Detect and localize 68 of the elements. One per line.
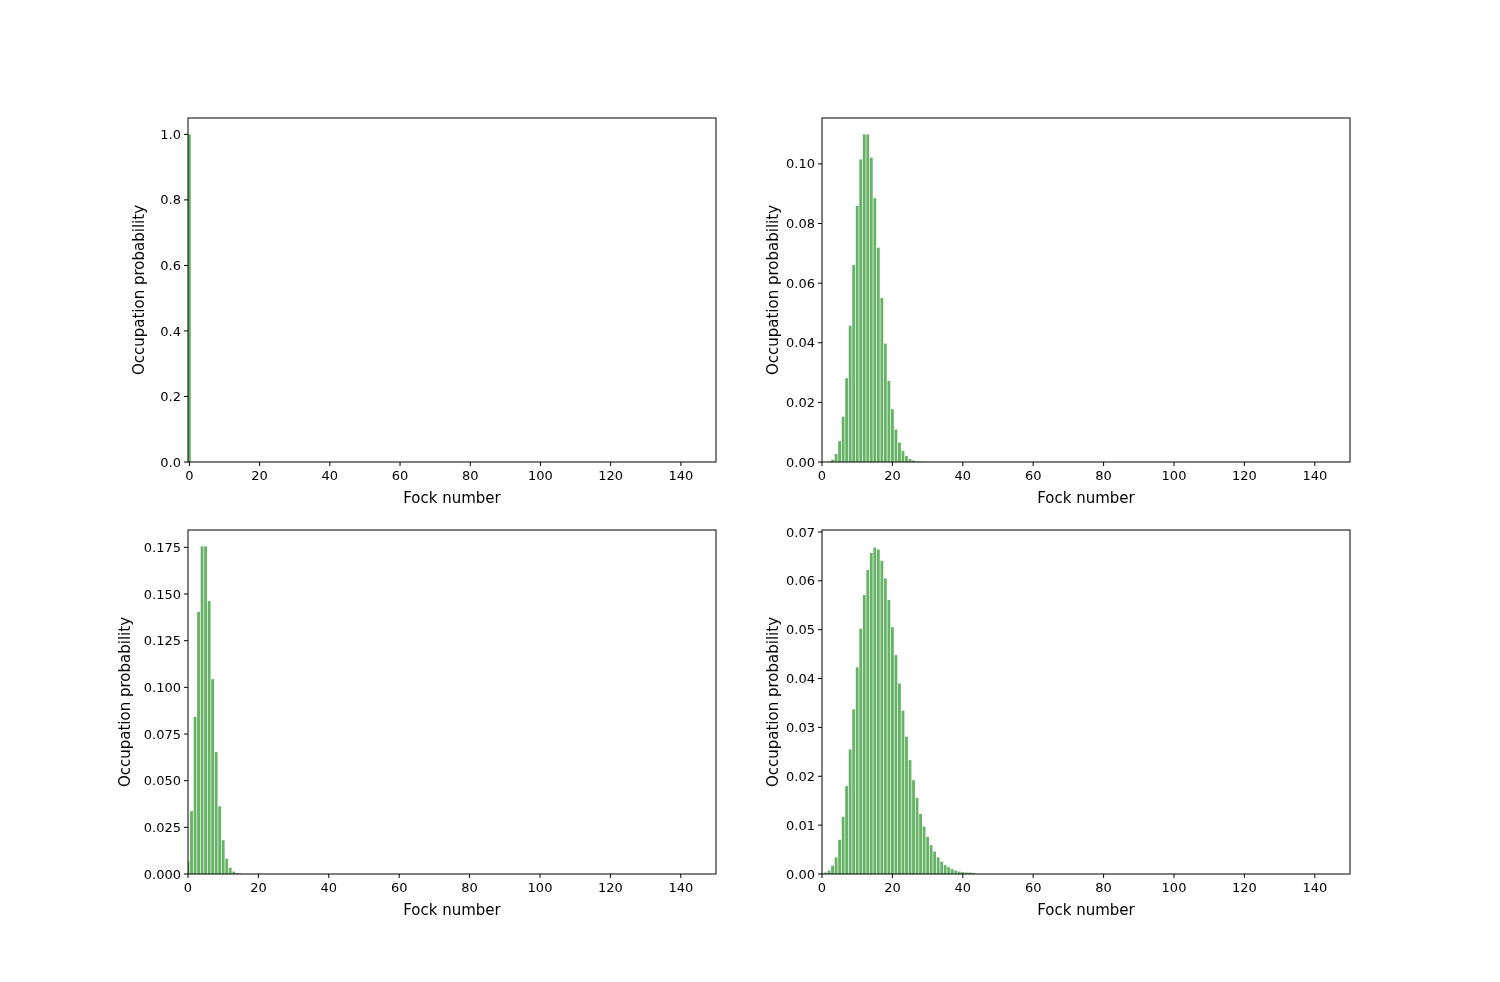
- y-tick-label: 0.10: [786, 156, 815, 172]
- x-tick-label: 20: [884, 880, 901, 895]
- x-tick-label: 140: [1302, 468, 1328, 483]
- x-tick-label: 120: [1231, 468, 1257, 483]
- x-tick-label: 0: [817, 468, 827, 483]
- y-tick-label: 0.04: [786, 671, 815, 687]
- y-tick-label: 0.0: [160, 454, 181, 470]
- y-tick-label: 0.02: [786, 768, 815, 784]
- x-tick-label: 80: [1095, 468, 1112, 483]
- x-axis-title: Fock number: [1037, 489, 1136, 507]
- y-tick-label: 0.05: [786, 622, 815, 638]
- x-tick-label: 100: [528, 468, 553, 483]
- x-tick-label: 140: [1302, 880, 1328, 895]
- x-tick-label: 80: [461, 468, 479, 483]
- y-tick-label: 0.100: [143, 679, 181, 695]
- x-tick-label: 0: [817, 880, 827, 895]
- x-tick-label: 40: [320, 880, 338, 895]
- y-tick-label: 0.08: [786, 216, 815, 232]
- x-tick-label: 20: [884, 468, 901, 483]
- x-tick-label: 80: [461, 880, 478, 895]
- y-axis-title: Occupation probability: [764, 616, 782, 788]
- x-tick-label: 40: [321, 468, 339, 483]
- y-tick-label: 0.125: [143, 633, 181, 649]
- x-tick-label: 0: [183, 880, 193, 895]
- x-tick-label: 80: [1095, 880, 1112, 895]
- y-tick-label: 0.04: [786, 335, 815, 351]
- y-tick-label: 0.06: [786, 275, 815, 291]
- y-tick-label: 0.01: [786, 817, 815, 833]
- x-tick-label: 60: [1024, 468, 1042, 483]
- x-axis-title: Fock number: [403, 901, 502, 919]
- y-tick-label: 0.075: [143, 726, 181, 742]
- x-tick-label: 140: [668, 880, 694, 895]
- x-tick-label: 100: [527, 880, 553, 895]
- y-tick-label: 0.6: [160, 257, 181, 273]
- x-tick-label: 40: [954, 468, 972, 483]
- y-tick-label: 0.8: [160, 192, 181, 208]
- y-axis-title: Occupation probability: [764, 204, 782, 376]
- x-tick-label: 0: [185, 468, 194, 483]
- y-tick-label: 0.150: [143, 586, 181, 602]
- x-tick-label: 60: [390, 880, 408, 895]
- y-tick-label: 0.050: [143, 773, 181, 789]
- x-tick-label: 120: [598, 468, 624, 483]
- x-tick-label: 100: [1161, 880, 1187, 895]
- y-tick-label: 0.000: [143, 866, 181, 882]
- y-tick-label: 0.2: [160, 389, 181, 405]
- x-tick-label: 40: [954, 880, 972, 895]
- x-tick-label: 120: [597, 880, 623, 895]
- x-tick-label: 60: [1024, 880, 1042, 895]
- y-tick-label: 0.00: [786, 454, 815, 470]
- x-tick-label: 100: [1161, 468, 1187, 483]
- y-axis-title: Occupation probability: [130, 204, 148, 376]
- y-axis-title: Occupation probability: [116, 616, 134, 788]
- y-tick-label: 0.06: [786, 573, 815, 589]
- x-tick-label: 120: [1231, 880, 1257, 895]
- x-tick-label: 60: [391, 468, 409, 483]
- y-tick-label: 0.03: [786, 719, 815, 735]
- x-tick-label: 20: [250, 880, 267, 895]
- x-axis-title: Fock number: [403, 489, 502, 507]
- y-tick-label: 0.02: [786, 394, 815, 410]
- y-tick-label: 0.025: [143, 819, 181, 835]
- x-axis-title: Fock number: [1037, 901, 1136, 919]
- y-tick-label: 0.175: [143, 539, 181, 555]
- y-tick-label: 0.00: [786, 866, 815, 882]
- x-tick-label: 140: [668, 468, 694, 483]
- x-tick-label: 20: [251, 468, 268, 483]
- y-tick-label: 0.4: [160, 323, 181, 339]
- y-tick-label: 1.0: [160, 126, 181, 142]
- y-tick-label: 0.07: [786, 524, 815, 540]
